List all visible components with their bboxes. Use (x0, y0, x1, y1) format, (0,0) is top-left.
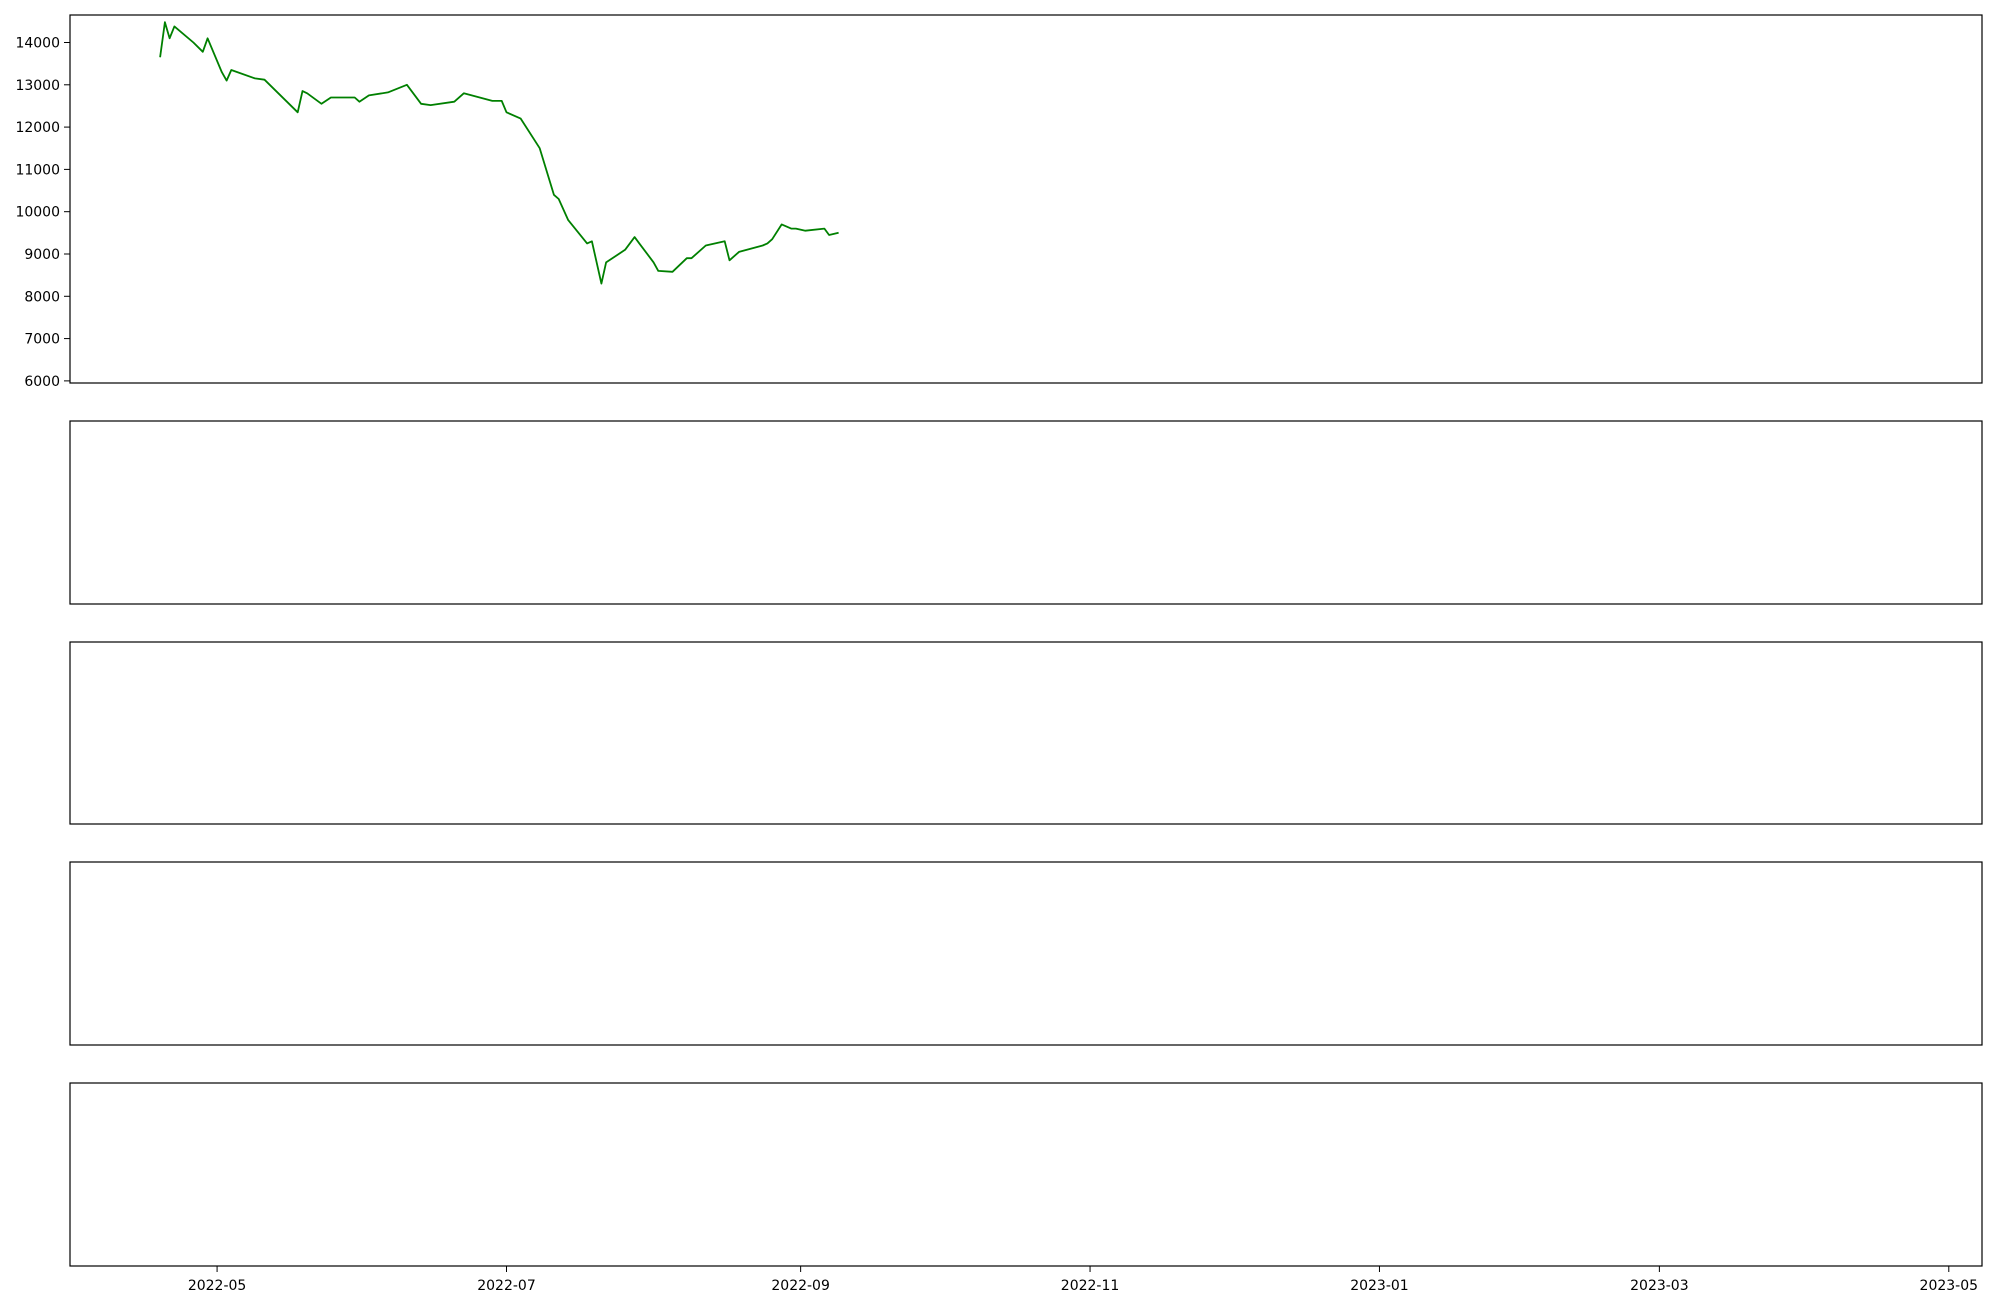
panel-3 (69, 861, 1983, 1046)
x-tick-label: 2022-05 (188, 1278, 247, 1294)
y-tick-label: 7000 (24, 332, 60, 348)
chart-panels: 6000 7000 8000 9000 10000 11000 12000 13000 1400… (15, 14, 1983, 1267)
y-tick-label: 13000 (15, 78, 60, 94)
price-panel: 6000 7000 8000 9000 10000 11000 12000 13000 1400… (15, 14, 1983, 390)
axes-frame (69, 1082, 1983, 1267)
axes-frame (69, 420, 1983, 605)
shared-x-axis: 2022-05 2022-07 2022-09 2022-11 2023-01 2023-… (188, 1266, 1978, 1294)
y-tick-label: 9000 (24, 247, 60, 263)
panel-2 (69, 641, 1983, 825)
panel-1 (69, 420, 1983, 605)
panel-4 (69, 1082, 1983, 1267)
x-tick-label: 2023-03 (1630, 1278, 1689, 1294)
x-tick-label: 2023-05 (1920, 1278, 1979, 1294)
y-tick-label: 8000 (24, 289, 60, 305)
axes-frame (69, 861, 1983, 1046)
y-tick-label: 12000 (15, 120, 60, 136)
price-line (159, 21, 839, 285)
y-tick-label: 10000 (15, 205, 60, 221)
y-tick-label: 11000 (15, 162, 60, 178)
y-tick-label: 14000 (15, 35, 60, 51)
axes-frame (69, 14, 1983, 384)
x-tick-label: 2022-11 (1061, 1278, 1120, 1294)
x-tick-label: 2022-09 (771, 1278, 830, 1294)
x-tick-label: 2023-01 (1350, 1278, 1409, 1294)
axes-frame (69, 641, 1983, 825)
y-tick-label: 6000 (24, 374, 60, 390)
x-tick-label: 2022-07 (477, 1278, 536, 1294)
